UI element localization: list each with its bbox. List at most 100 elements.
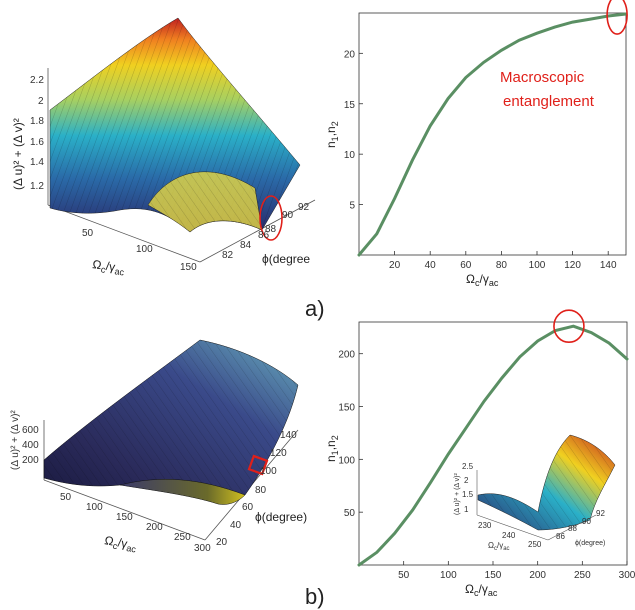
x-tick-label: 100 (529, 260, 546, 271)
surface-a-x-ticks: 50 100 150 (82, 228, 197, 273)
line-b-y-label: n1,n2 (324, 435, 340, 462)
line-b-series (357, 324, 629, 567)
x-tick-label: 140 (600, 260, 617, 271)
y-tick: 86 (556, 532, 565, 541)
line-a-highlight-ellipse (606, 0, 628, 35)
y-tick: 92 (596, 509, 605, 518)
surface-b-y-ticks: 20 40 60 80 100 120 140 (216, 430, 297, 548)
surface-b-x-ticks: 50 100 150 200 250 300 (60, 492, 211, 554)
line-b-x-label: Ωc/γac (465, 582, 498, 598)
x-tick-label: 120 (564, 260, 581, 271)
x-tick-label: 40 (425, 260, 437, 271)
y-tick: 86 (258, 230, 270, 241)
y-tick: 84 (240, 240, 252, 251)
y-tick-label: 200 (338, 350, 355, 361)
y-tick: 92 (298, 202, 310, 213)
surface-b-z-label: (Δ u)² + (Δ v)² (10, 410, 21, 470)
y-tick-label: 15 (344, 100, 356, 111)
inset-x-label: Ωc/γac (488, 541, 510, 552)
surface-a-z-label: (Δ u)² + (Δ v)² (11, 118, 25, 190)
y-tick-label: 150 (338, 403, 355, 414)
y-tick: 140 (280, 430, 297, 441)
x-tick-label: 250 (574, 570, 591, 581)
surface-a-x-label: Ωc/γac (91, 257, 126, 277)
z-tick: 1.6 (30, 137, 44, 148)
y-tick: 88 (568, 524, 577, 533)
surface-a-highlight-ellipse (259, 195, 283, 241)
x-tick: 100 (136, 244, 153, 255)
x-tick: 250 (528, 540, 542, 549)
line-a-ticks: 20 40 60 80 100 120 140 5 10 15 20 (344, 49, 617, 271)
y-tick-label: 50 (344, 508, 356, 519)
inset-x-ticks: 230 240 250 (478, 521, 542, 549)
inset-y-label: ϕ(degree) (575, 540, 605, 547)
z-tick: 1.2 (30, 181, 44, 192)
surface-b-z-ticks: 200 400 600 (22, 425, 39, 466)
x-tick: 150 (180, 262, 197, 273)
x-tick: 240 (502, 531, 516, 540)
line-a-x-label: Ωc/γac (466, 272, 499, 288)
y-tick: 82 (222, 250, 234, 261)
y-tick: 90 (582, 517, 591, 526)
y-tick: 60 (242, 502, 254, 513)
z-tick: 2 (38, 96, 44, 107)
y-tick-label: 20 (344, 49, 356, 60)
surface-plot-a: 1.2 1.4 1.6 1.8 2 2.2 (Δ u)² + (Δ v)² 50… (11, 17, 316, 278)
z-tick: 200 (22, 455, 39, 466)
y-tick: 120 (270, 448, 287, 459)
x-tick-label: 300 (619, 570, 635, 581)
y-tick: 88 (265, 224, 277, 235)
inset-surface-plot: 1 1.5 2 2.5 (Δ u)² + (Δ v)² 230 240 250 … (454, 434, 616, 552)
x-tick-label: 20 (389, 260, 401, 271)
line-plot-b: 50 100 150 200 250 300 50 100 150 200 Ωc/γac n1,n… (324, 309, 635, 598)
surface-a-axes (47, 68, 316, 263)
line-b-ticks: 50 100 150 200 250 300 50 100 150 200 (338, 350, 635, 581)
z-tick: 2.5 (462, 462, 474, 471)
y-tick: 20 (216, 537, 228, 548)
z-tick: 2 (464, 476, 469, 485)
x-tick-label: 60 (460, 260, 472, 271)
y-tick: 100 (260, 466, 277, 477)
x-tick-label: 150 (485, 570, 502, 581)
surface-a-gridlines (50, 18, 300, 232)
z-tick: 400 (22, 440, 39, 451)
y-tick: 80 (255, 485, 267, 496)
line-plot-a: 20 40 60 80 100 120 140 5 10 15 20 Ωc/γac n1,n2 Ma… (324, 0, 628, 288)
annotation-line2: entanglement (503, 93, 595, 110)
line-b-highlight-ellipse (553, 309, 585, 344)
inset-z-ticks: 1 1.5 2 2.5 (462, 462, 474, 514)
x-tick-label: 200 (529, 570, 546, 581)
z-tick: 1.4 (30, 157, 44, 168)
panel-label-a: a) (305, 296, 325, 321)
y-tick: 40 (230, 520, 242, 531)
annotation-line1: Macroscopic (500, 69, 585, 86)
panel-label-b: b) (305, 584, 325, 609)
x-tick: 250 (174, 532, 191, 543)
z-tick: 1 (464, 505, 469, 514)
surface-a-z-ticks: 1.2 1.4 1.6 1.8 2 2.2 (30, 75, 44, 192)
x-tick: 100 (86, 502, 103, 513)
x-tick: 150 (116, 512, 133, 523)
surface-b-x-label: Ωc/γac (103, 533, 138, 554)
y-tick-label: 5 (349, 201, 355, 212)
x-tick: 300 (194, 543, 211, 554)
x-tick: 200 (146, 522, 163, 533)
z-tick: 1.5 (462, 490, 474, 499)
x-tick-label: 80 (496, 260, 508, 271)
inset-z-label: (Δ u)² + (Δ v)² (454, 473, 461, 515)
z-tick: 600 (22, 425, 39, 436)
x-tick: 230 (478, 521, 492, 530)
x-tick-label: 100 (440, 570, 457, 581)
x-tick-label: 50 (398, 570, 410, 581)
line-a-frame (358, 12, 627, 256)
surface-a-y-ticks: 82 84 86 88 90 92 (222, 202, 310, 261)
x-tick: 50 (82, 228, 94, 239)
surface-b-y-label: ϕ(degree) (255, 510, 307, 524)
surface-b-highlight-box (247, 454, 269, 476)
surface-a-y-label: ϕ(degree (262, 252, 310, 266)
line-a-y-label: n1,n2 (324, 121, 340, 148)
y-tick-label: 100 (338, 455, 355, 466)
inset-y-ticks: 86 88 90 92 (556, 509, 605, 541)
z-tick: 2.2 (30, 75, 44, 86)
